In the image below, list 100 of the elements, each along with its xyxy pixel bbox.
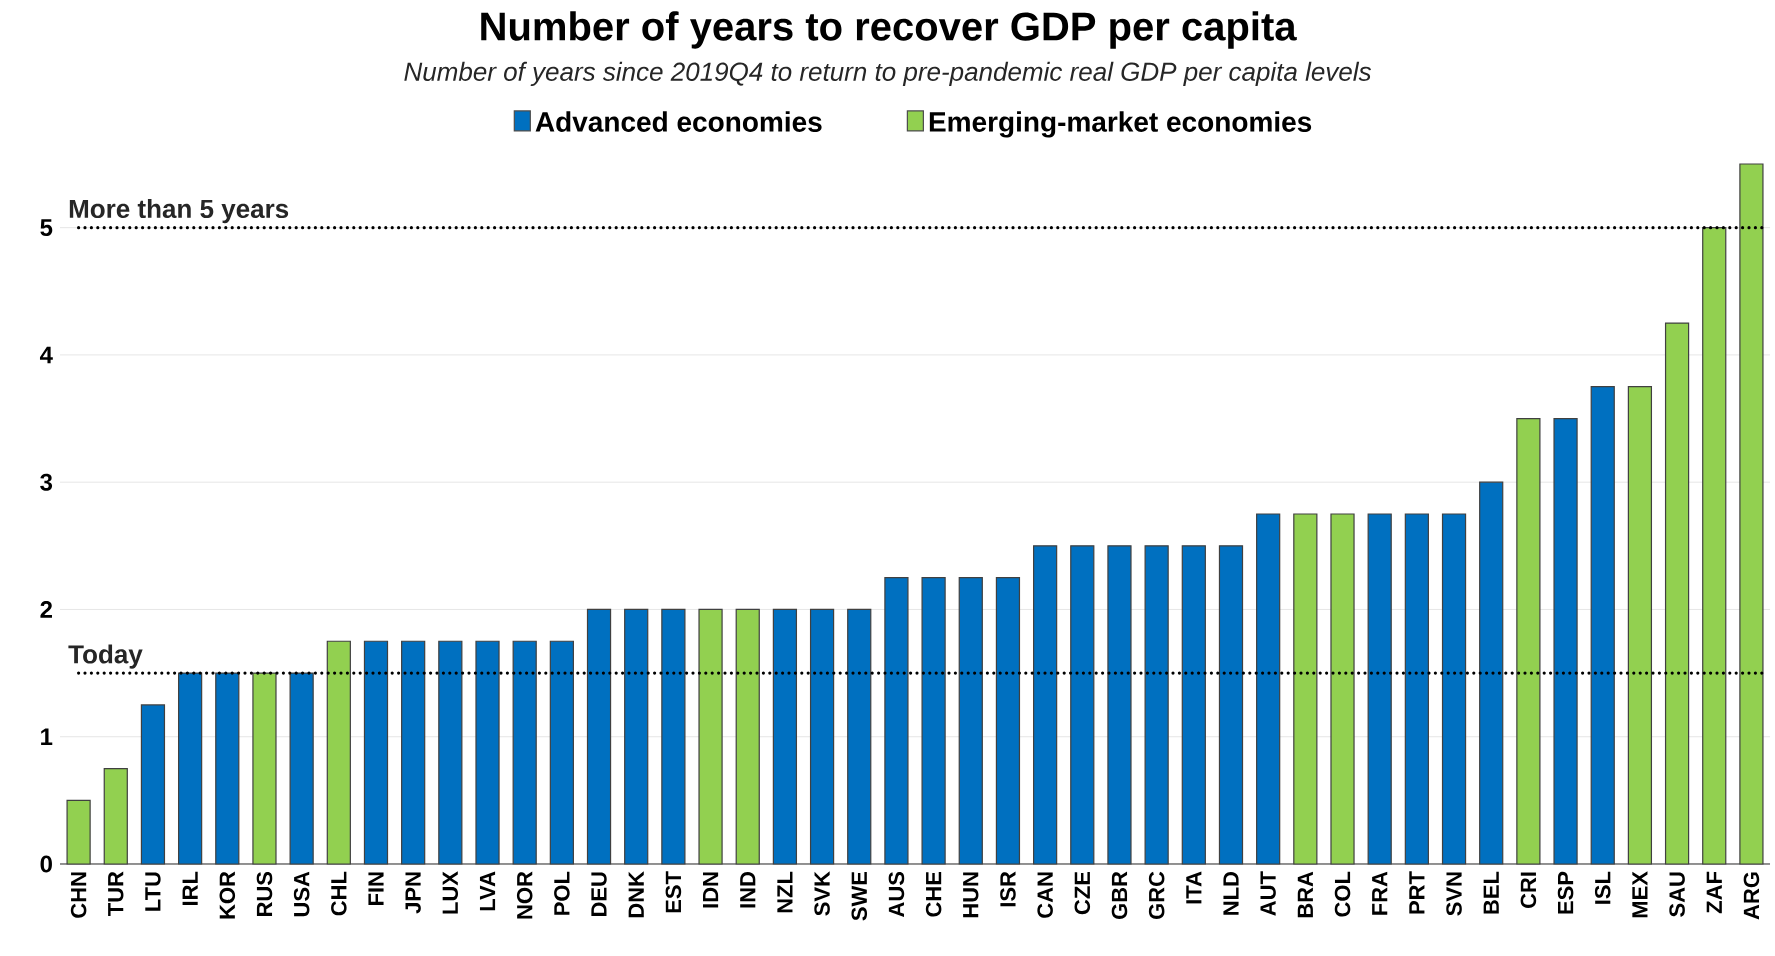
x-tick-label: SWE <box>851 871 868 921</box>
bar <box>921 577 946 865</box>
y-tick-label: 0 <box>40 855 52 873</box>
bar <box>1144 545 1169 865</box>
x-tick-label: CHN <box>70 872 87 918</box>
bar <box>1330 513 1355 865</box>
bar <box>847 608 872 865</box>
x-tick-label: CHE <box>925 871 942 917</box>
bar <box>215 672 240 865</box>
x-tick-label: SAU <box>1669 872 1685 917</box>
x-tick-label: NZL <box>777 871 793 913</box>
bar <box>66 799 91 865</box>
bar <box>1404 513 1429 865</box>
x-tick-label: AUS <box>888 871 905 917</box>
x-tick-label: CHL <box>331 871 347 916</box>
y-tick-label: 1 <box>41 728 53 745</box>
x-tick-label: GBR <box>1111 871 1128 920</box>
x-tick-label: BEL <box>1483 871 1499 914</box>
bar <box>884 577 909 865</box>
bar <box>661 608 686 865</box>
legend-label: Advanced economies <box>535 111 822 132</box>
x-tick-label: USA <box>293 871 310 917</box>
legend-label: Emerging-market economies <box>929 111 1312 138</box>
bar <box>512 640 537 865</box>
ref-line-label: More than 5 years <box>69 198 289 224</box>
bar <box>178 672 203 865</box>
bar <box>735 608 760 865</box>
bar <box>772 608 798 865</box>
x-tick-label: CRI <box>1520 872 1537 909</box>
bar <box>475 640 500 865</box>
x-tick-label: LUX <box>442 871 459 914</box>
x-tick-label: JPN <box>405 872 421 914</box>
x-tick-label: EST <box>665 871 682 913</box>
x-tick-label: SVK <box>814 871 830 916</box>
x-tick-label: GRC <box>1148 871 1165 920</box>
x-tick-label: CAN <box>1037 872 1053 918</box>
x-tick-label: COL <box>1334 871 1351 917</box>
bar <box>698 608 723 865</box>
x-tick-label: RUS <box>256 871 273 917</box>
bar <box>1033 545 1058 865</box>
bar <box>438 640 463 865</box>
x-tick-label: DEU <box>591 872 607 917</box>
x-tick-label: ITA <box>1186 871 1202 904</box>
bar <box>289 672 314 865</box>
x-tick-label: NOR <box>516 871 533 919</box>
y-tick-label: 5 <box>40 219 53 236</box>
bar <box>1627 386 1653 865</box>
bar <box>1479 481 1504 865</box>
x-tick-label: SVN <box>1446 872 1462 916</box>
x-tick-label: ARG <box>1743 872 1760 920</box>
bar <box>809 608 835 865</box>
x-tick-label: IND <box>740 871 756 908</box>
y-tick-label: 3 <box>40 473 53 491</box>
bar <box>1441 513 1467 865</box>
x-tick-label: LTU <box>145 872 161 911</box>
bar <box>1516 417 1541 865</box>
bar <box>624 608 649 865</box>
bar <box>1256 513 1281 865</box>
x-tick-label: MEX <box>1632 871 1648 918</box>
x-tick-label: POL <box>554 871 570 915</box>
ref-line-label: Today <box>68 644 143 669</box>
bar <box>1739 163 1764 865</box>
x-tick-label: ISL <box>1594 871 1611 904</box>
bar <box>1107 545 1132 865</box>
bar <box>326 640 351 865</box>
x-tick-label: CZE <box>1074 871 1091 915</box>
bar <box>995 577 1021 865</box>
bar <box>1181 545 1206 865</box>
bar <box>103 767 128 865</box>
bar <box>140 704 166 865</box>
x-tick-label: PRT <box>1409 871 1425 914</box>
bar <box>252 672 277 865</box>
y-tick-label: 4 <box>39 346 53 364</box>
x-tick-label: LVA <box>479 871 496 911</box>
x-tick-label: FRA <box>1372 871 1388 915</box>
chart-subtitle: Number of years since 2019Q4 to return to pre-pandemic real GDP per capita levels <box>404 61 1372 87</box>
bar <box>1218 545 1244 865</box>
y-tick-label: 2 <box>40 601 52 618</box>
bar <box>1293 513 1318 865</box>
bar <box>1553 417 1578 865</box>
x-tick-label: KOR <box>219 871 236 919</box>
x-tick-label: ESP <box>1557 871 1574 914</box>
bar <box>1590 386 1615 865</box>
x-tick-label: IRL <box>182 871 198 906</box>
x-tick-label: HUN <box>963 872 979 918</box>
x-tick-label: IDN <box>703 872 719 908</box>
bar <box>1367 513 1392 865</box>
x-tick-label: DNK <box>628 871 644 918</box>
x-tick-label: TUR <box>108 871 124 917</box>
bar <box>958 577 983 865</box>
bar <box>1702 227 1727 865</box>
bar <box>1664 322 1690 865</box>
x-tick-label: ZAF <box>1706 871 1722 914</box>
bar <box>586 608 612 865</box>
bar <box>1070 545 1095 865</box>
chart-title: Number of years to recover GDP per capita <box>481 11 1297 49</box>
x-tick-label: FIN <box>368 872 384 906</box>
x-tick-label: ISR <box>1000 871 1016 907</box>
x-tick-label: AUT <box>1260 871 1276 916</box>
bar <box>549 640 574 865</box>
